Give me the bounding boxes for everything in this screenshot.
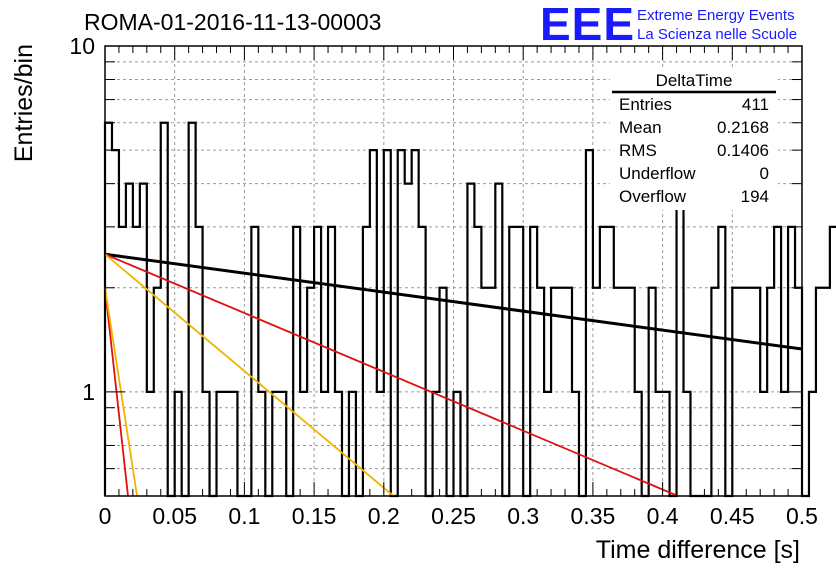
eee-logo: EEE [540, 0, 635, 50]
stats-value-overflow: 194 [741, 187, 769, 206]
stats-box-title: DeltaTime [656, 71, 733, 90]
logo-line-1: Extreme Energy Events [637, 7, 795, 24]
stats-label-entries: Entries [619, 95, 672, 114]
stats-label-rms: RMS [619, 141, 657, 160]
fit-line [104, 252, 803, 351]
stats-value-entries: 411 [742, 95, 769, 114]
x-tick-label: 0.5 [786, 503, 818, 529]
stats-label-mean: Mean [619, 118, 662, 137]
x-tick-label: 0.25 [431, 503, 476, 529]
x-axis-label: Time difference [s] [596, 536, 800, 564]
stats-value-mean: 0.2168 [717, 118, 769, 137]
y-axis-label: Entries/bin [10, 44, 38, 162]
histogram-outline [103, 121, 836, 498]
x-tick-label: 0.35 [571, 503, 616, 529]
x-tick-label: 0.2 [368, 503, 400, 529]
x-tick-label: 0.45 [710, 503, 755, 529]
x-tick-label: 0.05 [152, 503, 197, 529]
histogram-data [103, 121, 836, 498]
stats-value-underflow: 0 [760, 164, 769, 183]
x-tick-label: 0.4 [647, 503, 679, 529]
plot-title: ROMA-01-2016-11-13-00003 [84, 9, 381, 35]
stats-label-underflow: Underflow [619, 164, 696, 183]
logo-line-2: La Scienza nelle Scuole [637, 26, 797, 43]
stats-value-rms: 0.1406 [717, 141, 769, 160]
y-tick-label: 10 [69, 33, 95, 59]
x-tick-label: 0.3 [507, 503, 539, 529]
fit-line [104, 253, 395, 497]
x-tick-label: 0.15 [292, 503, 337, 529]
y-tick-label: 1 [82, 379, 95, 405]
x-tick-label: 0.1 [228, 503, 260, 529]
stats-label-overflow: Overflow [619, 187, 687, 206]
histogram-bin [823, 288, 830, 496]
fit-line [104, 253, 679, 497]
x-tick-label: 0 [99, 503, 112, 529]
stats-box: DeltaTime Entries 411 Mean 0.2168 RMS 0.… [610, 70, 778, 210]
axis-ticks: 0 0.05 0.1 0.15 0.2 0.25 0.3 0.35 0.4 0.45 0.5 1 10 [69, 33, 818, 529]
histogram-bin [405, 184, 412, 496]
